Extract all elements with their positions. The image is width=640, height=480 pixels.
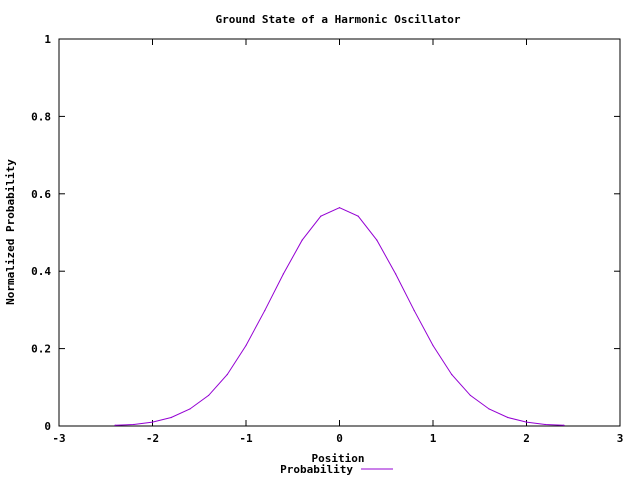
data-point — [208, 394, 210, 397]
data-point — [395, 273, 397, 275]
data-point — [413, 310, 415, 312]
y-tick-label: 0.2 — [31, 343, 51, 356]
y-axis-label: Normalized Probability — [4, 159, 17, 305]
data-point — [507, 416, 509, 419]
x-tick-label: 2 — [523, 432, 530, 445]
data-point — [320, 215, 322, 217]
data-point — [264, 310, 266, 312]
x-tick-label: -1 — [239, 432, 253, 445]
chart-title: Ground State of a Harmonic Oscillator — [215, 13, 460, 26]
series-line — [115, 207, 564, 426]
data-point — [451, 373, 453, 376]
y-tick-label: 0.4 — [31, 265, 51, 278]
data-point — [282, 273, 284, 275]
data-point — [376, 239, 378, 241]
data-point — [432, 344, 434, 347]
x-tick-label: 3 — [617, 432, 624, 445]
data-point — [357, 215, 359, 217]
x-axis-label: Position — [312, 452, 365, 465]
y-tick-label: 0 — [44, 420, 51, 433]
x-tick-label: 0 — [336, 432, 343, 445]
data-point — [544, 423, 546, 426]
data-point — [151, 421, 154, 423]
data-point — [189, 408, 191, 410]
data-point — [469, 394, 471, 397]
x-tick-label: 1 — [430, 432, 437, 445]
y-tick-label: 1 — [44, 33, 51, 46]
legend-label: Probability — [280, 463, 353, 476]
x-tick-label: -3 — [52, 432, 65, 445]
data-point — [563, 424, 565, 426]
data-point — [525, 421, 528, 423]
legend: Probability — [280, 463, 393, 476]
data-point — [301, 239, 303, 241]
y-tick-label: 0.6 — [31, 188, 51, 201]
x-tick-label: -2 — [146, 432, 159, 445]
plot-frame — [58, 38, 621, 427]
data-point — [488, 408, 490, 410]
data-point — [338, 207, 341, 209]
x-axis-ticks: -3 -2 -1 0 1 2 3 — [52, 39, 623, 445]
data-point — [245, 344, 247, 347]
y-axis-ticks: 0 0.2 0.4 0.6 0.8 1 — [31, 33, 620, 433]
data-point — [133, 423, 135, 426]
series-layer — [114, 207, 565, 426]
y-tick-label: 0.8 — [31, 110, 51, 123]
data-point — [170, 416, 172, 419]
data-point — [226, 373, 228, 376]
data-point — [114, 424, 116, 426]
